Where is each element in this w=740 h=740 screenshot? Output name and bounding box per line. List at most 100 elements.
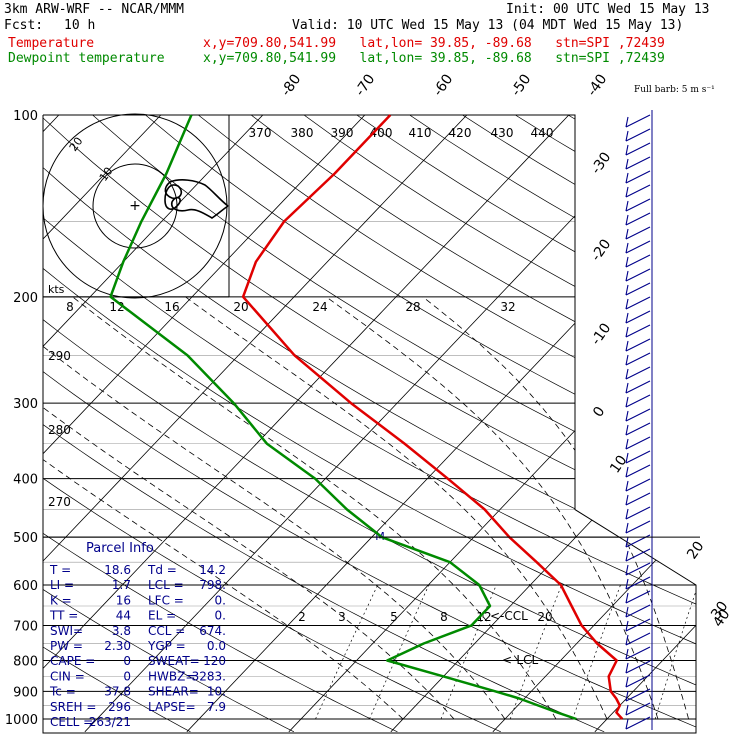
wind-barb [625, 632, 651, 646]
isotherm [43, 115, 596, 733]
dry-adiabat [43, 115, 605, 733]
wind-barb-flag [625, 298, 629, 310]
wind-barb [625, 604, 651, 618]
parcel-info-label: LFC = [148, 593, 184, 607]
hodograph-center: + [129, 198, 141, 214]
parcel-info-value: 7.9 [207, 700, 226, 714]
theta-label: 370 [249, 126, 272, 140]
mixing-ratio-label: 5 [390, 610, 398, 624]
wind-barb-flag [625, 284, 629, 296]
hodograph-speed-label: 24 [312, 300, 327, 314]
dry-adiabat [62, 115, 696, 733]
dry-adiabat [421, 115, 696, 733]
isotherm-label: -30 [588, 149, 614, 177]
parcel-info-value: 18.6 [104, 563, 131, 577]
wind-barb [625, 422, 651, 436]
dry-adiabat [43, 115, 295, 733]
wind-barb [625, 618, 651, 632]
dry-adiabat [43, 115, 696, 733]
parcel-info-value: 16 [116, 593, 131, 607]
parcel-info-value: 37.8 [104, 685, 131, 699]
theta-label: 390 [331, 126, 354, 140]
isotherm [492, 115, 696, 733]
wind-barb-flag [625, 270, 629, 282]
isotherm-label: -50 [508, 71, 534, 99]
dry-adiabat [43, 115, 501, 733]
wind-barb-flag [625, 676, 629, 688]
parcel-info-value: 0 [123, 654, 131, 668]
isotherm-label: -80 [278, 71, 304, 99]
wind-barb [625, 128, 651, 142]
parcel-info-label: YGP = [147, 639, 186, 653]
wind-barb-flag [625, 144, 629, 156]
wind-barb-flag [625, 228, 629, 240]
dry-adiabat [472, 115, 696, 733]
theta-label: 440 [531, 126, 554, 140]
isotherm [43, 115, 188, 733]
hodograph-speed-label: 28 [405, 300, 420, 314]
parcel-info-value: 0. [215, 609, 226, 623]
wind-barb-flag [625, 494, 629, 506]
lcl-marker: <-LCL [502, 653, 538, 667]
wind-barb [625, 380, 651, 394]
wind-barb [625, 310, 651, 324]
parcel-info-value: 120 [203, 654, 226, 668]
parcel-info-value: 1.7 [112, 578, 131, 592]
pressure-label: 900 [13, 685, 38, 700]
parcel-info-label: CAPE = [50, 654, 95, 668]
wind-barb-flag [625, 606, 629, 618]
parcel-info-label: SWEAT= [148, 654, 200, 668]
parcel-info-label: LAPSE= [148, 700, 196, 714]
wind-barb [625, 646, 651, 660]
wind-barb-flag [625, 536, 629, 548]
isotherm [43, 115, 392, 733]
dry-adiabat [43, 115, 696, 733]
dry-adiabat [523, 115, 696, 733]
isotherm-label: 0 [590, 404, 608, 420]
isotherm [43, 115, 494, 733]
theta-label: 270 [48, 495, 71, 509]
mixing-ratio-line [369, 584, 430, 720]
theta-label: 430 [491, 126, 514, 140]
moist-adiabat [43, 296, 506, 720]
parcel-info-value: 798. [199, 578, 226, 592]
wind-barb [625, 212, 651, 226]
dry-adiabat [43, 115, 191, 733]
pressure-label: 200 [13, 291, 38, 306]
moist-adiabat [43, 296, 404, 720]
mixing-ratio-label: 3 [338, 610, 346, 624]
moist-adiabat [72, 296, 557, 720]
wind-barb-flag [625, 130, 629, 142]
wind-barb-flag [625, 648, 629, 660]
parcel-info-label: HWBZ= [148, 669, 195, 683]
theta-label: 290 [48, 349, 71, 363]
isotherm [594, 115, 696, 733]
wind-barb [625, 478, 651, 492]
moist-adiabat [185, 296, 608, 720]
isotherm-label: 20 [684, 539, 707, 563]
wind-barb-flag [625, 466, 629, 478]
wind-barb-flag [625, 214, 629, 226]
ccl-marker: <-CCL [490, 609, 528, 623]
parcel-info-value: 14.2 [199, 563, 226, 577]
dry-adiabat [729, 87, 740, 731]
wind-barb-flag [625, 410, 629, 422]
isotherm [43, 115, 290, 733]
wind-barb [625, 520, 651, 534]
wind-barb [625, 226, 651, 240]
parcel-info-label: EL = [148, 609, 176, 623]
dry-adiabat [43, 115, 696, 733]
wind-barb-flag [625, 578, 629, 590]
parcel-info-label: T = [49, 563, 71, 577]
dry-adiabat [43, 115, 398, 733]
wind-barb [625, 296, 651, 310]
parcel-info-label: LCL = [148, 578, 184, 592]
moist-adiabat [422, 296, 689, 720]
wind-barb-flag [625, 634, 629, 646]
wind-barb [625, 702, 651, 716]
wind-barb-flag [625, 186, 629, 198]
wind-barb [625, 590, 651, 604]
plot-frame [42, 114, 697, 734]
theta-label: 420 [449, 126, 472, 140]
